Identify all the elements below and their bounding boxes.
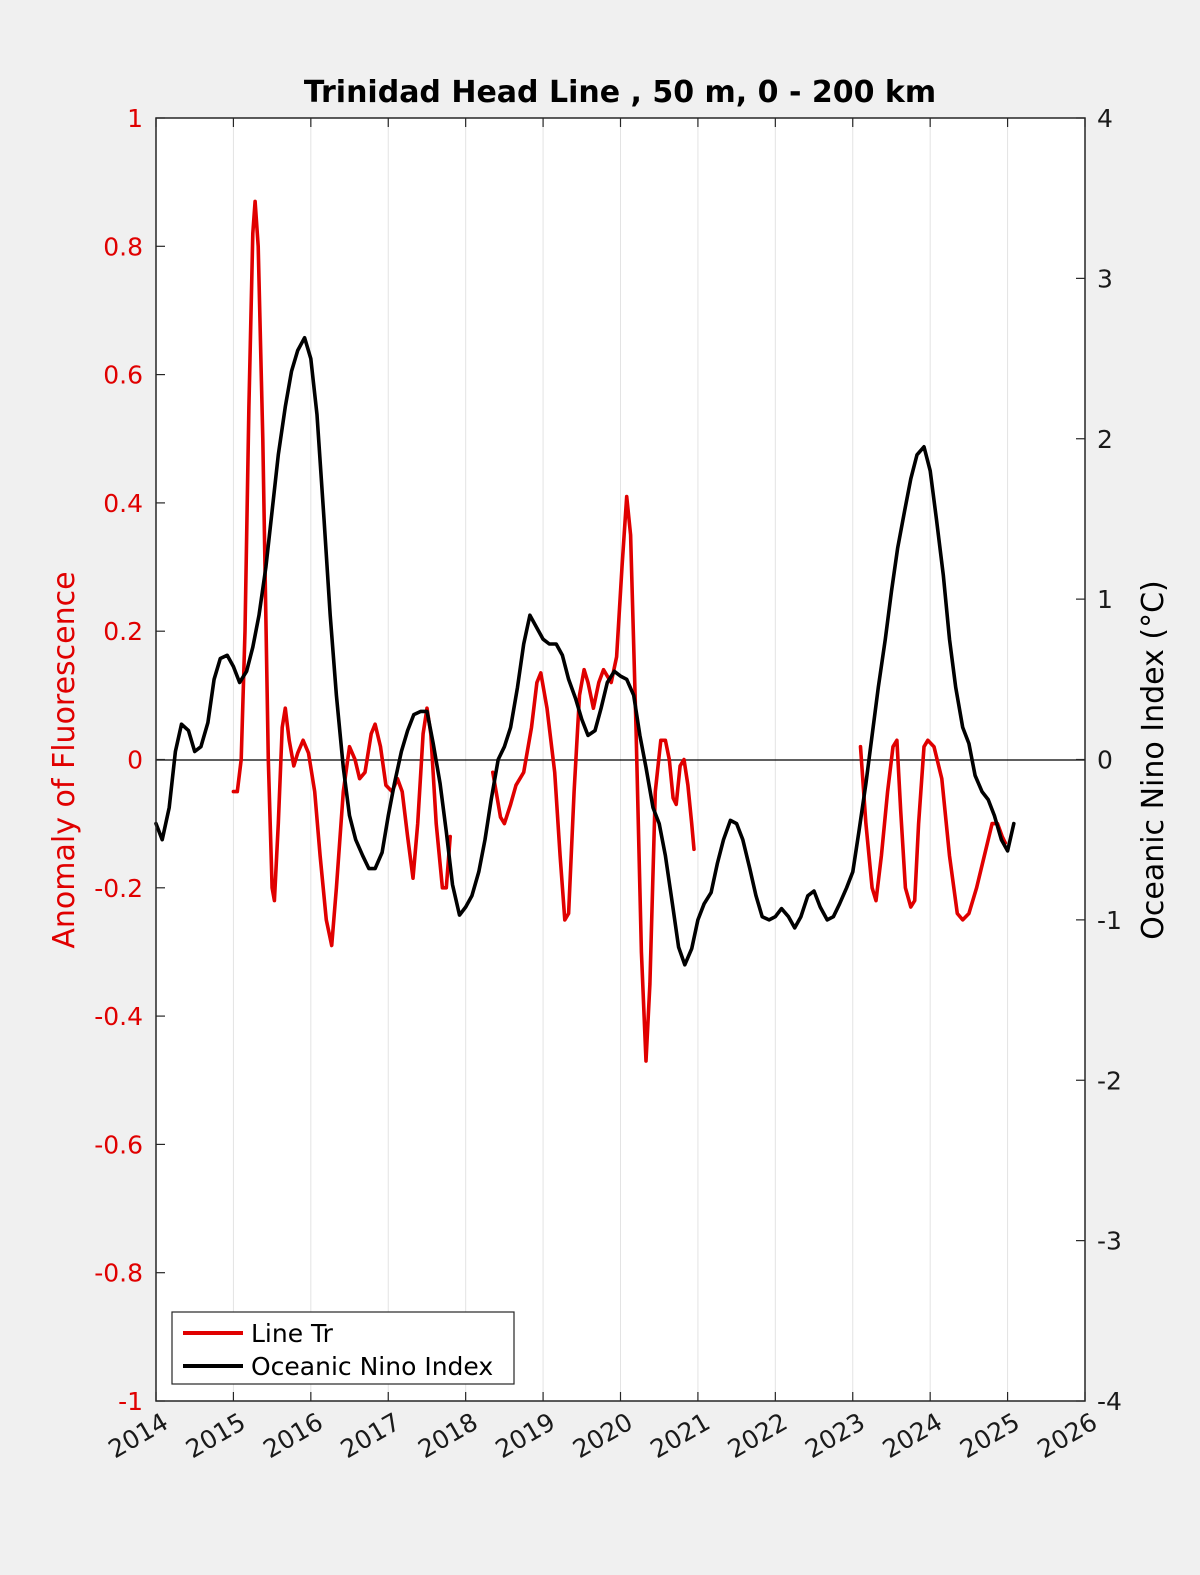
x-tick-label: 2024	[878, 1407, 948, 1464]
right-axis: 4 3 2 1 0 -1 -2 -3 -4	[1076, 104, 1122, 1416]
y-left-tick-label: 0.8	[103, 232, 143, 261]
y-right-tick-label: 1	[1097, 585, 1113, 614]
x-tick-label: 2017	[336, 1407, 406, 1464]
y-right-tick-label: 3	[1097, 264, 1113, 293]
x-tick-label: 2025	[955, 1407, 1025, 1464]
y-left-tick-label: -0.2	[94, 874, 143, 903]
y-right-tick-label: 0	[1097, 746, 1113, 775]
y-left-tick-label: 0.6	[103, 361, 143, 390]
y-right-tick-label: -3	[1097, 1227, 1122, 1256]
x-tick-label: 2022	[723, 1407, 793, 1464]
series-line-tr-segment-1	[231, 199, 452, 948]
x-tick-label: 2020	[568, 1407, 638, 1464]
y-right-tick-label: -2	[1097, 1066, 1122, 1095]
x-tick-label: 2016	[258, 1407, 328, 1464]
y-left-tick-label: 0.4	[103, 489, 143, 518]
x-tick-label: 2026	[1032, 1407, 1102, 1464]
series-line-tr-segment-3	[858, 738, 1008, 922]
x-tick-label: 2019	[490, 1407, 560, 1464]
series-line-tr-segment-2	[491, 494, 696, 1063]
legend-box	[171, 1311, 515, 1385]
chart-title: Trinidad Head Line , 50 m, 0 - 200 km	[304, 75, 936, 110]
series-oceanic-nino-index	[154, 335, 1016, 967]
y-right-tick-label: 2	[1097, 425, 1113, 454]
legend-label-line-tr: Line Tr	[251, 1319, 334, 1348]
y-left-tick-label: 1	[127, 104, 143, 133]
legend: Line Tr Oceanic Nino Index	[171, 1311, 515, 1385]
y-left-tick-label: 0.2	[103, 617, 143, 646]
y-left-tick-label: -0.4	[94, 1002, 143, 1031]
y-axis-label-right: Oceanic Nino Index (°C)	[1136, 580, 1171, 940]
y-left-tick-label: -1	[118, 1387, 143, 1416]
y-left-tick-label: 0	[127, 746, 143, 775]
y-axis-label-left: Anomaly of Fluorescence	[47, 571, 82, 948]
y-right-tick-label: 4	[1097, 104, 1113, 133]
left-axis: 1 0.8 0.6 0.4 0.2 0 -0.2 -0.4 -0.6 -0.8 -1	[94, 104, 165, 1416]
x-tick-label: 2023	[800, 1407, 870, 1464]
x-tick-label: 2018	[413, 1407, 483, 1464]
x-tick-label: 2015	[181, 1407, 251, 1464]
x-tick-label: 2021	[645, 1407, 715, 1464]
y-right-tick-label: -1	[1097, 906, 1122, 935]
y-left-tick-label: -0.6	[94, 1130, 143, 1159]
y-left-tick-label: -0.8	[94, 1259, 143, 1288]
series-layer	[154, 199, 1016, 1063]
legend-label-oni: Oceanic Nino Index	[251, 1352, 493, 1381]
y-right-tick-label: -4	[1097, 1387, 1122, 1416]
